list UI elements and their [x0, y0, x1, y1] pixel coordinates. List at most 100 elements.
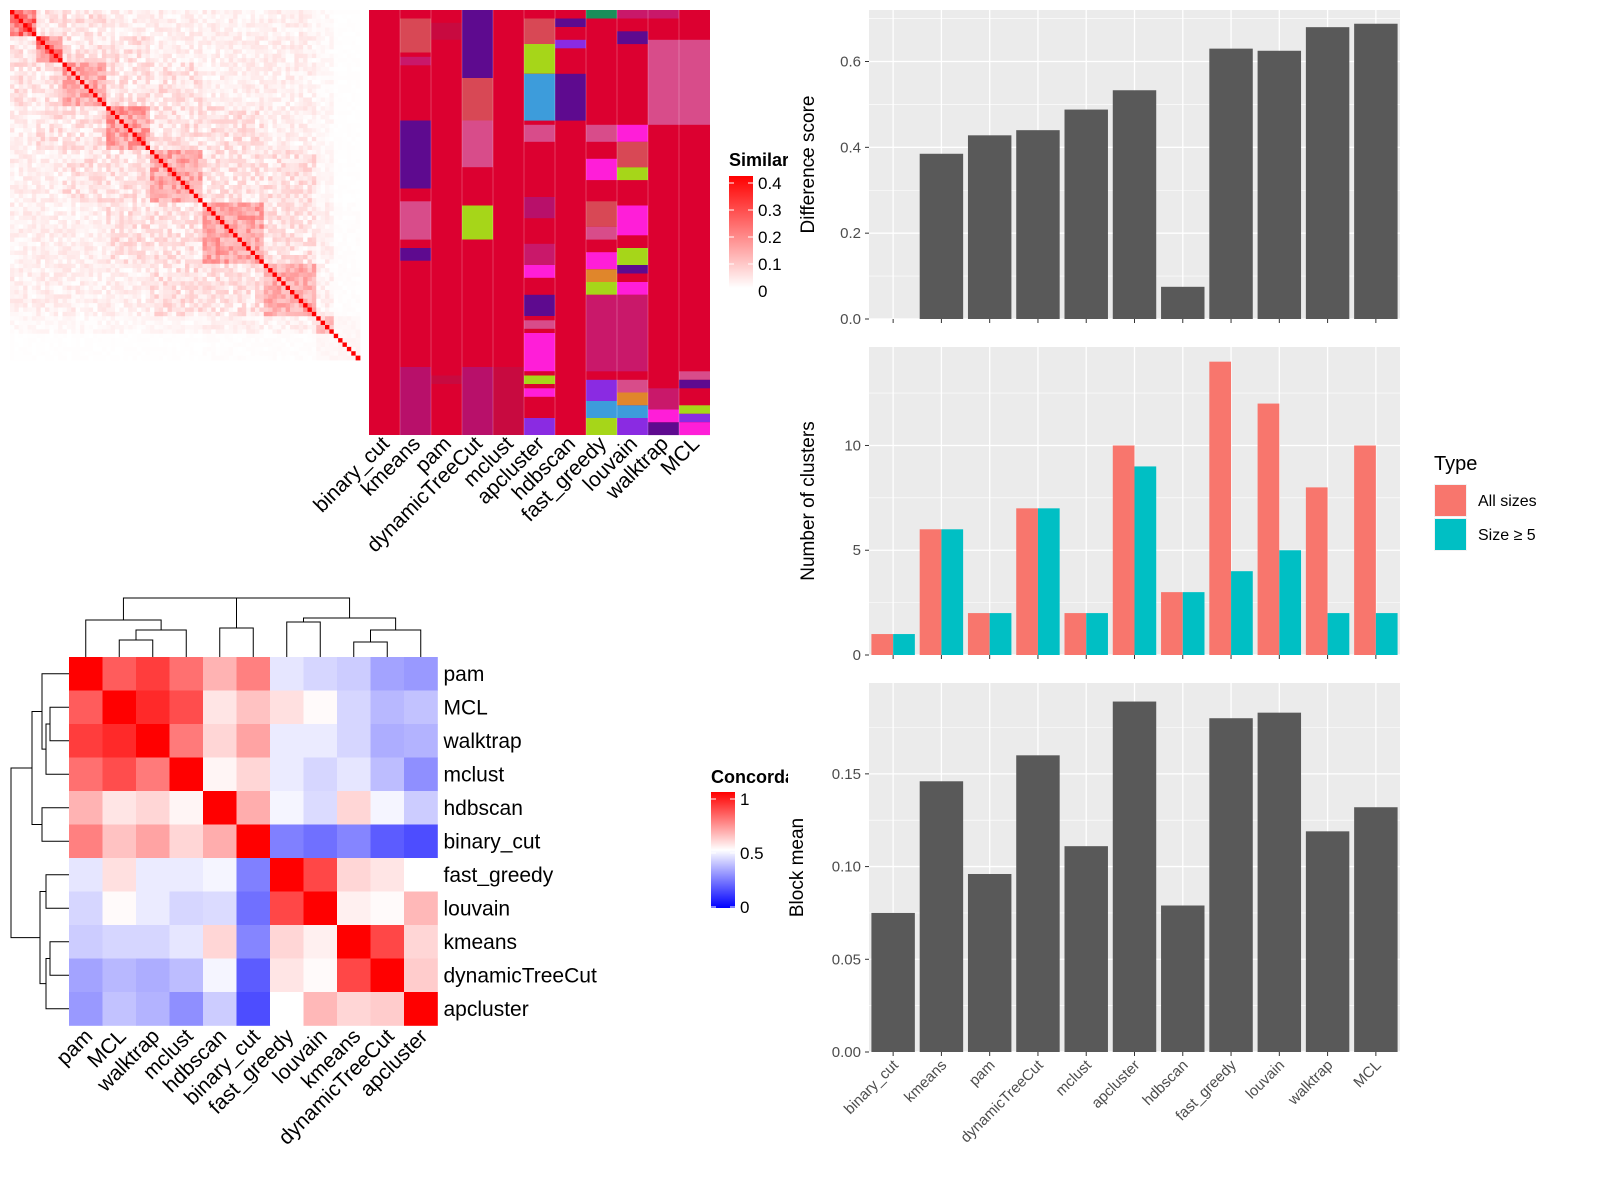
similarity-cell: [255, 189, 260, 195]
similarity-cell: [316, 27, 322, 33]
similarity-cell: [241, 106, 247, 112]
similarity-cell: [49, 206, 55, 212]
similarity-cell: [84, 189, 90, 195]
similarity-cell: [351, 176, 357, 182]
similarity-cell: [75, 215, 81, 221]
similarity-cell: [150, 119, 155, 125]
similarity-cell: [115, 31, 120, 37]
similarity-cell: [136, 246, 142, 252]
similarity-cell: [18, 150, 24, 155]
similarity-cell: [311, 14, 317, 20]
similarity-cell: [154, 272, 160, 278]
similarity-cell: [351, 185, 357, 190]
similarity-cell: [154, 246, 160, 252]
similarity-cell: [189, 93, 195, 98]
similarity-cell: [45, 206, 50, 212]
similarity-cell: [276, 215, 282, 221]
similarity-cell: [62, 93, 68, 98]
similarity-cell: [290, 272, 295, 278]
similarity-cell: [93, 84, 98, 90]
similarity-cell: [259, 263, 265, 269]
similarity-cell: [10, 150, 15, 155]
similarity-cell: [62, 31, 68, 37]
similarity-cell: [145, 263, 151, 269]
similarity-cell: [338, 119, 343, 125]
similarity-cell: [316, 259, 322, 265]
similarity-cell: [303, 18, 308, 24]
similarity-cell: [351, 31, 357, 37]
similarity-cell: [88, 246, 94, 252]
similarity-cell: [75, 110, 81, 116]
similarity-cell: [88, 93, 94, 98]
similarity-cell: [106, 136, 112, 142]
similarity-cell: [272, 241, 278, 247]
similarity-cell: [171, 272, 177, 278]
similarity-cell: [294, 246, 300, 252]
similarity-cell: [62, 163, 68, 168]
similarity-cell: [259, 14, 265, 20]
similarity-cell: [325, 49, 330, 55]
similarity-cell: [36, 171, 42, 177]
similarity-cell: [198, 119, 203, 125]
similarity-cell: [224, 23, 230, 28]
similarity-cell: [123, 27, 129, 33]
similarity-cell: [84, 154, 90, 160]
similarity-cell: [272, 276, 278, 282]
similarity-cell: [84, 88, 90, 94]
similarity-cell: [224, 10, 230, 15]
similarity-cell: [18, 14, 24, 20]
similarity-cell: [202, 106, 208, 112]
similarity-cell: [215, 241, 221, 247]
similarity-cell: [237, 206, 243, 212]
similarity-cell: [180, 62, 186, 68]
similarity-cell: [316, 123, 322, 129]
similarity-cell: [23, 224, 28, 230]
similarity-cell: [220, 53, 225, 59]
similarity-cell: [303, 246, 308, 252]
similarity-cell: [250, 158, 256, 164]
similarity-cell: [246, 49, 252, 55]
similarity-cell: [93, 45, 98, 50]
similarity-cell: [355, 106, 361, 112]
similarity-cell: [154, 97, 160, 103]
similarity-cell: [281, 158, 287, 164]
similarity-cell: [268, 23, 273, 28]
similarity-cell: [45, 237, 50, 243]
similarity-cell: [290, 145, 295, 151]
similarity-cell: [342, 193, 348, 199]
similarity-cell: [311, 202, 317, 208]
similarity-cell: [333, 202, 339, 208]
similarity-cell: [115, 84, 120, 90]
similarity-cell: [342, 27, 348, 33]
similarity-cell: [58, 228, 63, 234]
similarity-cell: [233, 119, 238, 125]
similarity-cell: [215, 36, 221, 42]
similarity-cell: [285, 193, 291, 199]
similarity-cell: [14, 110, 20, 116]
similarity-cell: [123, 106, 129, 112]
similarity-cell: [150, 75, 155, 81]
similarity-cell: [263, 145, 269, 151]
similarity-cell: [40, 189, 46, 195]
similarity-cell: [198, 101, 203, 107]
similarity-cell: [110, 255, 116, 260]
similarity-cell: [45, 176, 50, 182]
similarity-cell: [128, 128, 133, 133]
similarity-cell: [237, 193, 243, 199]
similarity-cell: [189, 141, 195, 147]
similarity-cell: [202, 220, 208, 225]
similarity-cell: [163, 136, 168, 142]
similarity-cell: [224, 62, 230, 68]
similarity-cell: [171, 237, 177, 243]
similarity-cell: [145, 171, 151, 177]
similarity-cell: [75, 66, 81, 72]
similarity-cell: [259, 154, 265, 160]
similarity-cell: [290, 220, 295, 225]
similarity-cell: [237, 128, 243, 133]
similarity-cell: [180, 23, 186, 28]
similarity-cell: [14, 206, 20, 212]
similarity-cell: [27, 53, 33, 59]
similarity-cell: [307, 18, 313, 24]
similarity-cell: [123, 49, 129, 55]
similarity-cell: [132, 45, 138, 50]
